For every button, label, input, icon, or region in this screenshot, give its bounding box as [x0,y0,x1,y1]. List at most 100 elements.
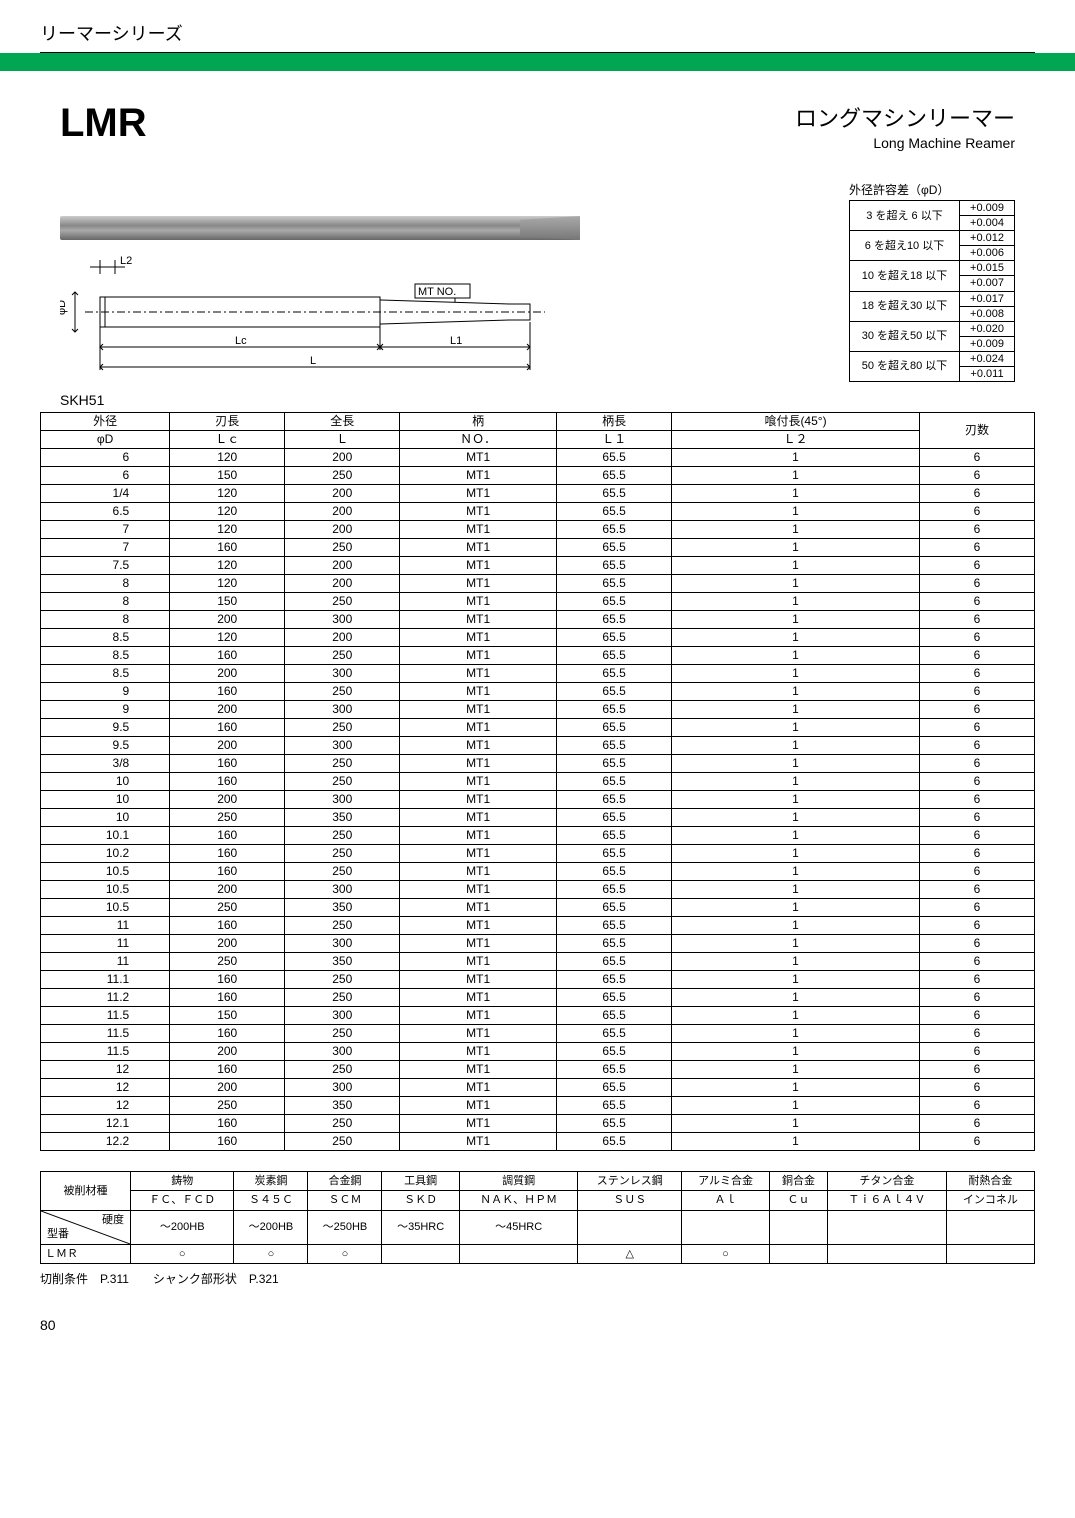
spec-cell: MT1 [400,449,557,467]
spec-cell: MT1 [400,1115,557,1133]
spec-cell: 1 [672,989,920,1007]
spec-cell: MT1 [400,611,557,629]
spec-cell: 10.2 [41,845,170,863]
spec-cell: 160 [170,719,285,737]
spec-cell: 1 [672,503,920,521]
material-subheader: Ｔｉ６Ａｌ４Ｖ [828,1191,947,1210]
spec-cell: 160 [170,863,285,881]
spec-cell: 300 [285,737,400,755]
spec-cell: 1 [672,485,920,503]
spec-cell: 6 [919,593,1034,611]
table-row: 11.2160250MT165.516 [41,989,1035,1007]
spec-cell: 65.5 [557,989,672,1007]
spec-cell: 65.5 [557,791,672,809]
tolerance-title: 外径許容差（φD） [849,181,1015,198]
spec-cell: MT1 [400,791,557,809]
spec-cell: 7 [41,539,170,557]
spec-cell: 65.5 [557,503,672,521]
spec-cell: 1 [672,953,920,971]
spec-cell: MT1 [400,593,557,611]
material-diag-cell: 硬度型番 [41,1210,131,1244]
tolerance-upper: +0.024 [960,351,1015,366]
spec-cell: 65.5 [557,683,672,701]
table-row: 7.5120200MT165.516 [41,557,1035,575]
spec-cell: 65.5 [557,1025,672,1043]
spec-cell: 6 [919,827,1034,845]
spec-cell: 120 [170,629,285,647]
table-row: 12.1160250MT165.516 [41,1115,1035,1133]
spec-cell: 6 [919,737,1034,755]
spec-cell: 200 [170,701,285,719]
spec-cell: MT1 [400,953,557,971]
spec-cell: 6 [919,647,1034,665]
spec-cell: 200 [285,485,400,503]
spec-cell: 7 [41,521,170,539]
spec-cell: MT1 [400,1025,557,1043]
spec-cell: 120 [170,503,285,521]
table-row: 11160250MT165.516 [41,917,1035,935]
material-subheader: ＳＣＭ [308,1191,382,1210]
spec-cell: 10.5 [41,863,170,881]
spec-cell: 12 [41,1079,170,1097]
spec-cell: 250 [285,917,400,935]
spec-cell: 12.2 [41,1133,170,1151]
material-mark: ○ [234,1244,308,1263]
spec-subheader: Ｌ１ [557,431,672,449]
table-row: 10.2160250MT165.516 [41,845,1035,863]
spec-cell: 350 [285,953,400,971]
spec-cell: 1 [672,881,920,899]
spec-cell: 350 [285,1097,400,1115]
material-header: ステンレス鋼 [578,1172,681,1191]
spec-cell: 1 [672,629,920,647]
spec-cell: 65.5 [557,467,672,485]
spec-cell: 10 [41,773,170,791]
spec-cell: 200 [285,557,400,575]
spec-cell: 1 [672,701,920,719]
spec-cell: 6 [919,719,1034,737]
spec-cell: 200 [285,575,400,593]
spec-cell: 10.1 [41,827,170,845]
spec-cell: 300 [285,935,400,953]
table-row: 12250350MT165.516 [41,1097,1035,1115]
spec-cell: 200 [170,1079,285,1097]
spec-cell: MT1 [400,1133,557,1151]
spec-subheader: Ｌ [285,431,400,449]
spec-cell: 8 [41,575,170,593]
material-hardness: ～200HB [234,1210,308,1244]
spec-cell: 300 [285,1007,400,1025]
spec-cell: 200 [285,503,400,521]
spec-cell: 65.5 [557,1079,672,1097]
spec-cell: 250 [170,899,285,917]
spec-cell: 11 [41,917,170,935]
spec-cell: 65.5 [557,1007,672,1025]
spec-cell: 1 [672,539,920,557]
spec-cell: MT1 [400,1007,557,1025]
table-row: 10200300MT165.516 [41,791,1035,809]
spec-cell: 1 [672,719,920,737]
table-row: 11200300MT165.516 [41,935,1035,953]
material-hardness [828,1210,947,1244]
table-row: 12160250MT165.516 [41,1061,1035,1079]
spec-cell: 1 [672,935,920,953]
product-name-en: Long Machine Reamer [795,135,1015,151]
spec-cell: 160 [170,755,285,773]
svg-text:L2: L2 [120,255,132,267]
table-row: 10.5250350MT165.516 [41,899,1035,917]
spec-cell: 1/4 [41,485,170,503]
spec-cell: 200 [170,611,285,629]
spec-cell: 65.5 [557,1061,672,1079]
spec-cell: 1 [672,1115,920,1133]
spec-cell: 250 [170,1097,285,1115]
spec-cell: 8 [41,611,170,629]
tolerance-range: 3 を超え 6 以下 [850,201,960,231]
spec-cell: 1 [672,1097,920,1115]
spec-cell: 6 [919,1079,1034,1097]
tolerance-table: 3 を超え 6 以下+0.009+0.0046 を超え10 以下+0.012+0… [849,200,1015,382]
spec-cell: 150 [170,467,285,485]
spec-cell: 6 [919,575,1034,593]
spec-cell: 65.5 [557,1043,672,1061]
table-row: 3/8160250MT165.516 [41,755,1035,773]
table-row: 8120200MT165.516 [41,575,1035,593]
spec-cell: 250 [285,467,400,485]
table-row: 11.5160250MT165.516 [41,1025,1035,1043]
